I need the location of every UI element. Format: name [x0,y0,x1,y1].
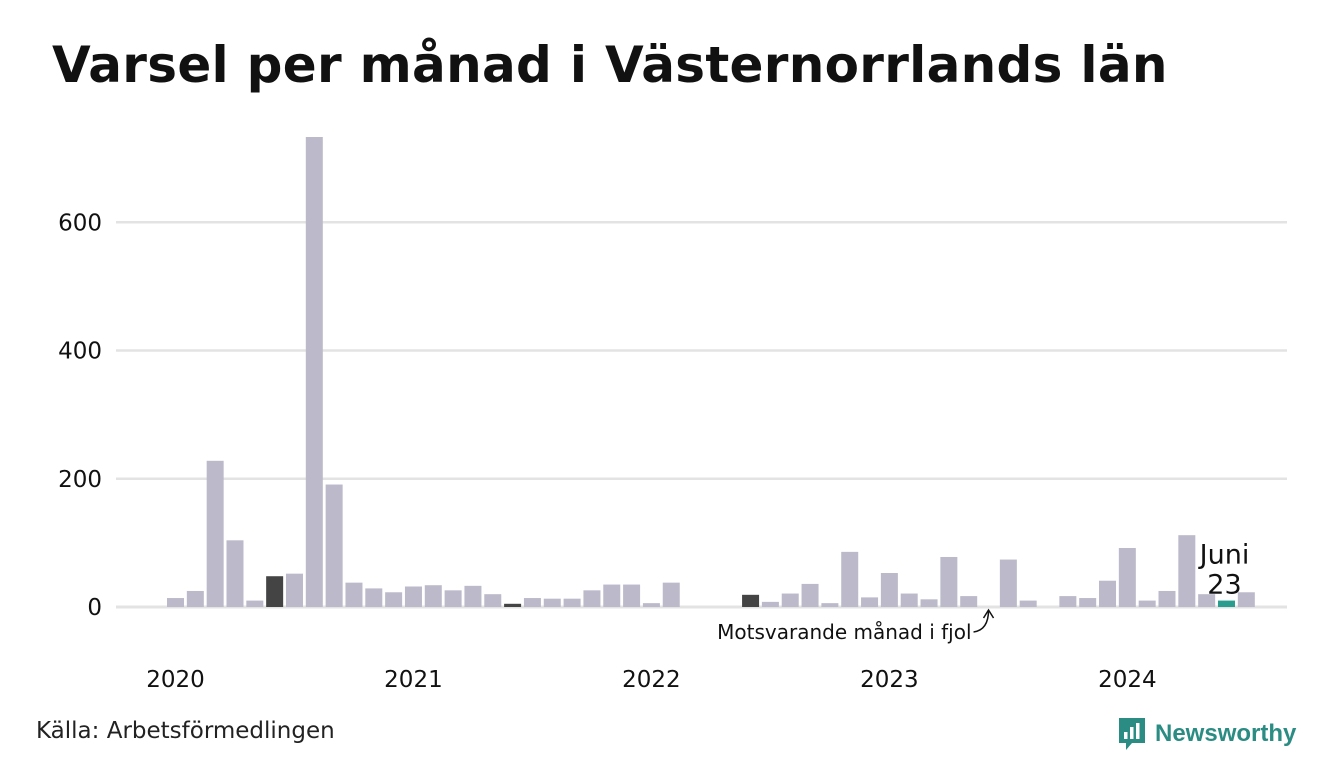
bar-2021-12 [623,584,641,607]
bar-series [167,137,1255,607]
bar-2023-03 [920,599,938,607]
bar-2023-07 [999,559,1017,607]
bar-2021-01 [404,586,422,607]
x-tick-label-2021: 2021 [384,667,443,693]
bar-2022-11 [841,551,859,607]
bar-2022-10 [821,603,839,607]
bar-2021-10 [583,590,601,607]
gridlines [116,221,1287,609]
bar-2024-01 [1118,548,1136,607]
bar-2020-09 [325,484,343,607]
bar-previous-year-2022-06 [742,594,760,607]
bar-2021-02 [424,585,442,607]
bar-2020-04 [226,540,244,607]
bar-previous-year-2021-06 [504,603,522,607]
y-tick-label-200: 200 [58,467,102,493]
source-note: Källa: Arbetsförmedlingen [36,718,335,744]
bar-2020-01 [167,598,184,607]
bar-2021-05 [484,594,502,607]
bar-2023-11 [1079,598,1097,607]
newsworthy-logo: Newsworthy [1117,714,1296,754]
annotation-arrow-line [973,609,990,633]
bar-2023-12 [1099,580,1117,607]
bar-2021-03 [444,590,462,607]
bar-2020-11 [365,588,383,607]
highlight-value-label: 23 [1207,570,1241,601]
bar-2020-05 [246,600,264,607]
y-tick-label-400: 400 [58,339,102,365]
newsworthy-logo-icon [1119,718,1145,750]
bar-2024-03 [1158,590,1176,607]
bar-2020-08 [305,137,323,607]
bar-2020-07 [285,573,303,607]
y-axis-tick-labels: 0 200 400 600 [58,210,102,621]
y-tick-label-600: 600 [58,210,102,236]
bar-2020-10 [345,582,363,607]
highlight-month-label: Juni [1198,540,1250,571]
bar-2023-01 [880,573,898,607]
bar-2020-02 [186,590,204,607]
bar-2024-02 [1138,600,1156,607]
page-title: Varsel per månad i Västernorrlands län [52,36,1168,94]
bar-2024-05 [1198,594,1216,607]
bar-2022-01 [642,603,660,607]
bar-2022-12 [861,597,879,607]
bar-2024-04 [1178,535,1196,607]
annotation-previous-year: Motsvarande månad i fjol [717,620,971,644]
x-axis-tick-labels: 2020 2021 2022 2023 2024 [146,667,1156,693]
bar-2021-11 [603,584,621,607]
bar-2023-08 [1019,600,1037,607]
x-tick-label-2020: 2020 [146,667,205,693]
bar-current-2024-06 [1217,600,1235,607]
bar-2022-08 [781,593,799,607]
bar-2022-09 [801,583,819,607]
bar-2023-02 [900,593,918,607]
y-tick-label-0: 0 [87,595,102,621]
bar-2023-05 [960,596,978,607]
bar-2022-02 [662,582,680,607]
bar-2023-04 [940,556,958,607]
bar-2023-10 [1059,596,1077,607]
bar-undefined [1237,592,1255,607]
x-tick-label-2023: 2023 [860,667,919,693]
bar-2021-04 [464,585,482,607]
bar-2022-07 [761,601,779,607]
bar-2021-08 [543,598,561,607]
bar-2021-09 [563,598,581,607]
x-tick-label-2024: 2024 [1098,667,1157,693]
bar-2021-07 [523,598,541,607]
annotation-arrow-head [982,608,995,619]
newsworthy-logo-text: Newsworthy [1155,720,1297,747]
bar-2020-03 [206,460,224,607]
bar-previous-year-2020-06 [266,576,284,607]
bar-2020-12 [385,592,403,607]
x-tick-label-2022: 2022 [622,667,681,693]
